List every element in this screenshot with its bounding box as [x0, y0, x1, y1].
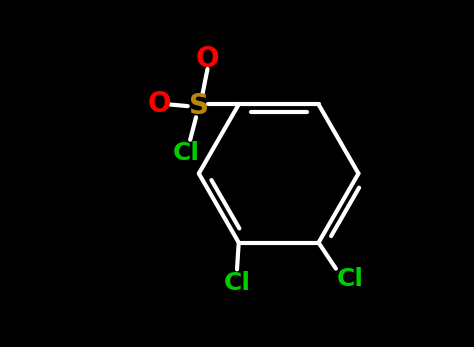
Text: Cl: Cl: [224, 271, 250, 295]
Text: Cl: Cl: [336, 267, 363, 291]
Text: O: O: [147, 90, 171, 118]
Text: S: S: [189, 92, 209, 120]
Text: O: O: [196, 45, 219, 73]
Text: Cl: Cl: [173, 141, 200, 165]
